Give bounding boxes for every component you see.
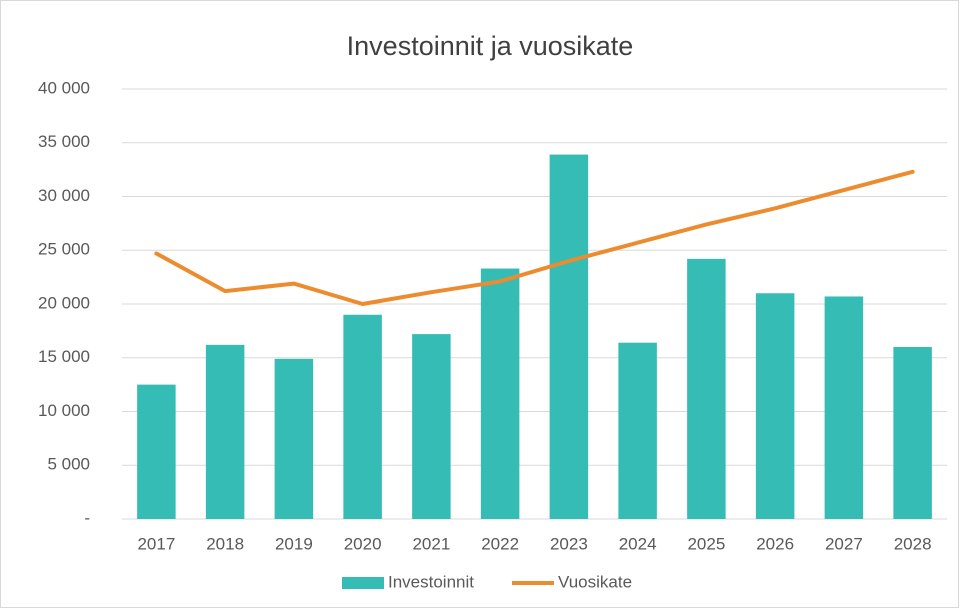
x-tick-label: 2017 — [137, 534, 175, 553]
x-tick-label: 2026 — [756, 534, 794, 553]
bar — [893, 347, 932, 519]
bar — [137, 384, 176, 519]
x-tick-label: 2024 — [619, 534, 657, 553]
bar — [824, 296, 864, 519]
bar — [412, 334, 451, 519]
bar — [274, 358, 314, 519]
x-tick-label: 2019 — [275, 534, 313, 553]
y-tick-label: 25 000 — [38, 240, 90, 259]
y-tick-label: 20 000 — [38, 293, 90, 312]
bar — [205, 344, 245, 519]
x-tick-label: 2020 — [344, 534, 382, 553]
legend-label: Investoinnit — [388, 572, 474, 591]
y-tick-label: 10 000 — [38, 401, 90, 420]
x-tick-label: 2018 — [206, 534, 244, 553]
y-tick-label: 35 000 — [38, 132, 90, 151]
y-tick-label: 30 000 — [38, 186, 90, 205]
bar — [618, 342, 657, 519]
y-tick-label: 5 000 — [47, 455, 90, 474]
x-tick-label: 2021 — [412, 534, 450, 553]
x-tick-label: 2022 — [481, 534, 519, 553]
y-tick-label: 40 000 — [38, 78, 90, 97]
x-tick-label: 2025 — [687, 534, 725, 553]
bar — [687, 258, 726, 519]
x-tick-label: 2028 — [894, 534, 932, 553]
chart-title: Investoinnit ja vuosikate — [347, 31, 634, 61]
legend-label: Vuosikate — [558, 572, 632, 591]
line — [154, 169, 915, 306]
bar — [755, 293, 795, 519]
x-tick-label: 2027 — [825, 534, 863, 553]
y-tick-label: 15 000 — [38, 347, 90, 366]
x-tick-label: 2023 — [550, 534, 588, 553]
bar — [549, 154, 589, 519]
legend-swatch — [342, 577, 384, 589]
bar — [480, 268, 520, 519]
bar — [343, 314, 382, 519]
y-tick-label: - — [84, 508, 90, 527]
